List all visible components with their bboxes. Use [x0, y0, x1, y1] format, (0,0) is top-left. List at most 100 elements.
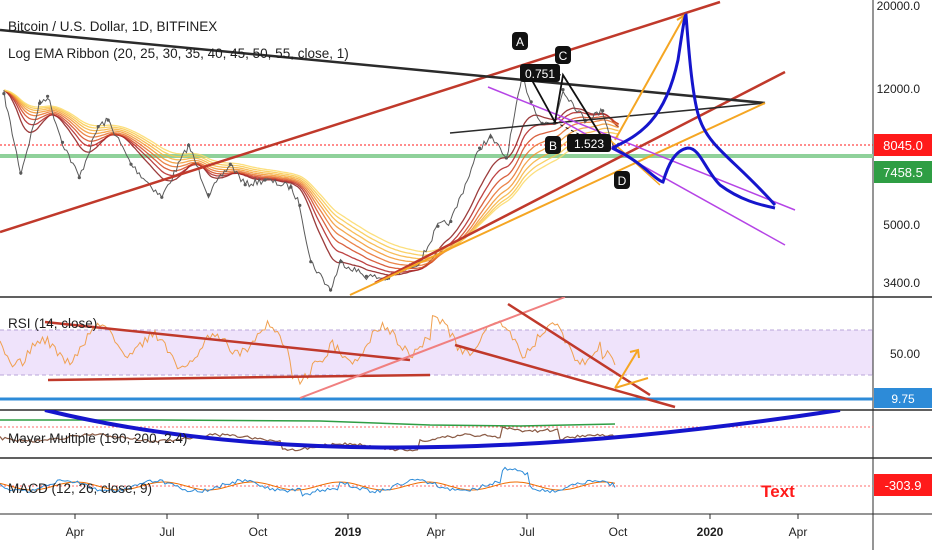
price-point	[504, 156, 508, 160]
rsi-trendline-4[interactable]	[454, 343, 676, 409]
x-tick-label: Oct	[609, 525, 628, 539]
rsi-trendline-3[interactable]	[299, 297, 566, 399]
channel-upper-line[interactable]	[0, 0, 721, 234]
ema-ribbon-line	[3, 89, 619, 256]
price-point	[364, 274, 368, 278]
x-tick-label: Jul	[519, 525, 534, 539]
svg-text:D: D	[618, 174, 627, 188]
current-price-label: 8045.0	[883, 138, 923, 153]
svg-text:0.751: 0.751	[525, 67, 555, 81]
rsi-pane[interactable]	[0, 297, 873, 409]
svg-text:B: B	[549, 139, 557, 153]
macd-title[interactable]: MACD (12, 26, close, 9)	[8, 481, 152, 496]
svg-text:C: C	[559, 49, 568, 63]
price-point	[338, 260, 343, 264]
price-point	[263, 178, 267, 182]
y-tick-label: 12000.0	[877, 82, 921, 96]
price-point	[478, 146, 482, 150]
rsi-arrow-up[interactable]	[614, 349, 639, 389]
y-tick-label: 3400.0	[883, 276, 920, 290]
price-point	[46, 94, 50, 98]
pattern-channel-upper[interactable]	[487, 86, 796, 211]
ema-ribbon-line	[3, 89, 619, 263]
price-point	[329, 288, 333, 292]
ema-ribbon-line	[3, 89, 619, 253]
current-price-badge	[874, 134, 932, 156]
rsi-trendline-1[interactable]	[44, 320, 411, 362]
x-tick-label: Oct	[249, 525, 268, 539]
ema-ribbon-line	[3, 89, 619, 267]
price-point	[129, 162, 133, 166]
time-axis[interactable]: Apr Jul Oct 2019 Apr Jul Oct 2020 Apr	[66, 514, 808, 539]
ratio-label-ac: 0.751	[520, 64, 560, 82]
svg-text:1.523: 1.523	[574, 137, 604, 151]
svg-text:A: A	[516, 35, 524, 49]
price-point	[77, 176, 81, 180]
mayer-title[interactable]: Mayer Multiple (190, 200, 2.4)	[8, 431, 187, 446]
mayer-ma-line	[0, 419, 616, 427]
macd-pane[interactable]: Text	[0, 466, 873, 501]
projection-arrow-up[interactable]	[614, 14, 686, 141]
text-annotation[interactable]: Text	[761, 482, 795, 501]
mayer-arc-curve[interactable]	[44, 410, 841, 450]
price-point	[206, 193, 211, 197]
price-point	[38, 101, 42, 105]
price-point	[488, 135, 493, 139]
rsi-arrow-up-head	[629, 348, 640, 359]
x-tick-label: Apr	[427, 525, 446, 539]
projection-curve-bullish[interactable]	[611, 13, 777, 206]
y-tick-label: 20000.0	[877, 0, 921, 13]
ratio-label-bd: 1.523	[567, 134, 611, 152]
price-point	[106, 118, 110, 122]
point-label-a[interactable]: A	[512, 32, 528, 50]
price-point	[243, 183, 247, 187]
ribbon-indicator-title[interactable]: Log EMA Ribbon (20, 25, 30, 35, 40, 45, …	[8, 46, 349, 61]
price-point	[449, 219, 453, 224]
x-tick-label: Apr	[789, 525, 808, 539]
price-point	[60, 140, 65, 144]
price-point	[529, 100, 533, 104]
x-tick-label: 2020	[697, 525, 724, 539]
support-trendline[interactable]	[349, 102, 766, 296]
triangle-lower-line[interactable]	[449, 102, 766, 134]
price-point	[601, 109, 605, 113]
x-tick-label: Apr	[66, 525, 85, 539]
rsi-series-line	[0, 315, 616, 386]
mayer-pane[interactable]	[0, 410, 873, 452]
resistance-trendline[interactable]	[0, 28, 766, 105]
macd-line	[0, 466, 616, 497]
projection-curve-bearish[interactable]	[611, 146, 776, 210]
x-tick-label: Jul	[159, 525, 174, 539]
price-point	[187, 143, 191, 147]
rsi-trendline-5[interactable]	[507, 302, 651, 397]
symbol-title[interactable]: Bitcoin / U.S. Dollar, 1D, BITFINEX	[8, 19, 217, 34]
point-label-b[interactable]: B	[545, 136, 561, 154]
price-point	[289, 185, 293, 189]
macd-signal-line	[0, 481, 616, 491]
rsi-band	[0, 330, 873, 375]
harmonic-pattern[interactable]	[527, 72, 611, 151]
rsi-arrow-side[interactable]	[614, 377, 649, 389]
mayer-multiple-line	[0, 426, 616, 452]
price-point	[2, 92, 6, 96]
rsi-tick-label: 50.00	[890, 347, 920, 361]
price-axis[interactable]: 20000.0 12000.0 5000.0 3400.0 8045.0 745…	[874, 0, 932, 496]
rsi-trendline-2[interactable]	[47, 373, 431, 382]
main-pane[interactable]: A C B D 0.751 1.523	[0, 0, 873, 296]
price-point	[561, 88, 565, 92]
ema-ribbon-line	[3, 89, 619, 260]
price-point	[436, 224, 440, 228]
point-label-d[interactable]: D	[614, 171, 630, 189]
support-price-label: 7458.5	[883, 165, 923, 180]
price-point	[228, 162, 232, 166]
macd-value-badge	[874, 474, 932, 496]
ema-ribbon-line	[3, 89, 619, 273]
rsi-value-badge	[874, 388, 932, 408]
rsi-title[interactable]: RSI (14, close)	[8, 316, 97, 331]
point-label-c[interactable]: C	[555, 46, 571, 64]
y-tick-label: 5000.0	[883, 218, 920, 232]
macd-value-label: -303.9	[885, 478, 922, 493]
ema-ribbon-line	[3, 89, 619, 270]
